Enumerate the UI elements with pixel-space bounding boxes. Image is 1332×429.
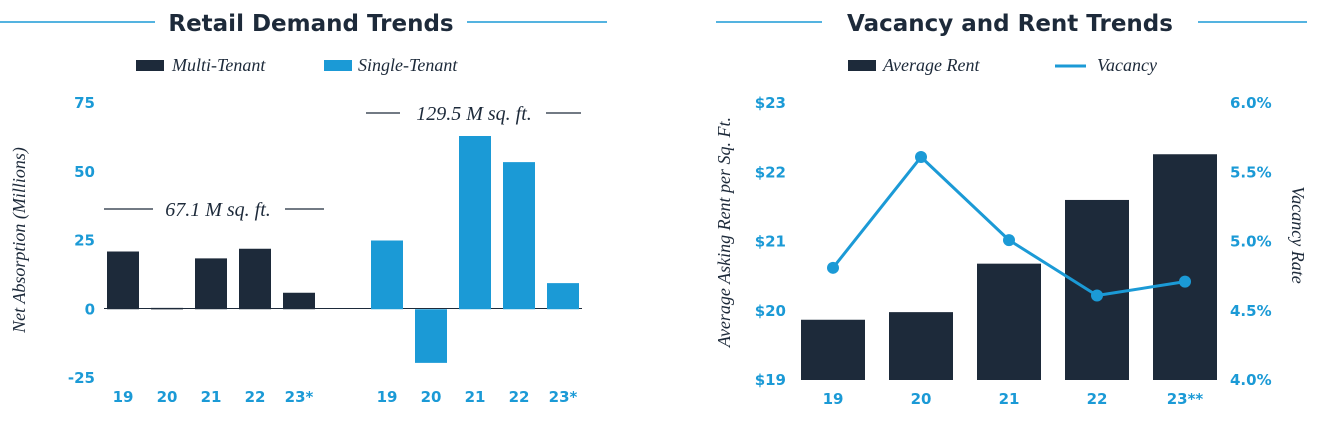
y-tick: 4.5% — [1230, 302, 1272, 320]
bar-multi-tenant-19 — [107, 251, 139, 310]
vacancy-point-23 — [1179, 275, 1191, 288]
y-tick: $21 — [755, 233, 786, 251]
bar-single-tenant-23 — [547, 283, 579, 310]
legend-swatch-single-tenant — [324, 60, 352, 71]
vacancy-point-20 — [915, 151, 927, 164]
y-tick: $22 — [755, 163, 786, 181]
bar-multi-tenant-23 — [283, 292, 315, 310]
x-tick: 22 — [1087, 390, 1108, 408]
vacancy-line — [827, 151, 1191, 302]
bars — [107, 136, 579, 363]
vacancy-point-21 — [1003, 234, 1015, 247]
bar-single-tenant-21 — [459, 136, 491, 310]
bar-average-rent-20 — [889, 312, 953, 380]
x-tick: 21 — [999, 390, 1020, 408]
bar-average-rent-19 — [801, 319, 865, 380]
bar-average-rent-23 — [1153, 154, 1217, 380]
x-tick: 19 — [377, 388, 398, 406]
chart-title: Vacancy and Rent Trends — [847, 11, 1173, 37]
y-tick: 6.0% — [1230, 94, 1272, 112]
x-tick: 23* — [549, 388, 578, 406]
x-tick: 19 — [823, 390, 844, 408]
legend-label-single-tenant: Single-Tenant — [358, 55, 458, 75]
y-tick: 5.5% — [1230, 163, 1272, 181]
y-tick: $20 — [755, 302, 786, 320]
y-tick: $23 — [755, 94, 786, 112]
y-axis-label-right: Vacancy Rate — [1288, 186, 1308, 283]
bar-multi-tenant-22 — [239, 248, 271, 310]
legend-swatch-multi-tenant — [136, 60, 164, 71]
legend-label-multi-tenant: Multi-Tenant — [171, 55, 266, 75]
x-tick: 22 — [245, 388, 266, 406]
legend-label-vacancy: Vacancy — [1097, 55, 1157, 75]
x-tick: 22 — [509, 388, 530, 406]
bar-multi-tenant-20 — [151, 307, 183, 310]
x-tick: 20 — [157, 388, 178, 406]
x-tick: 23* — [285, 388, 314, 406]
x-tick: 20 — [911, 390, 932, 408]
chart-retail-demand: Retail Demand Trends Multi-Tenant Single… — [0, 11, 607, 406]
x-axis-ticks: 19 20 21 22 23* 19 20 21 22 23* — [113, 388, 578, 406]
y-tick: 0 — [85, 300, 95, 318]
x-axis-ticks: 19 20 21 22 23** — [823, 390, 1204, 408]
x-tick: 21 — [465, 388, 486, 406]
y-tick: 5.0% — [1230, 233, 1272, 251]
x-tick: 20 — [421, 388, 442, 406]
legend-label-average-rent: Average Rent — [882, 55, 980, 75]
x-tick: 19 — [113, 388, 134, 406]
y-axis-label-left: Average Asking Rent per Sq. Ft. — [714, 117, 734, 348]
y-tick: -25 — [68, 369, 95, 387]
annotation-multi-tenant-total: 67.1 M sq. ft. — [165, 199, 271, 221]
bar-single-tenant-19 — [371, 240, 403, 310]
vacancy-point-22 — [1091, 289, 1103, 302]
annotation-single-tenant-total: 129.5 M sq. ft. — [416, 103, 532, 125]
y-tick: $19 — [755, 371, 786, 389]
bar-single-tenant-20 — [415, 309, 447, 363]
y-tick: 50 — [74, 163, 95, 181]
bar-single-tenant-22 — [503, 162, 535, 310]
legend-swatch-average-rent — [848, 60, 876, 71]
y-axis-ticks-left: $23 $22 $21 $20 $19 — [755, 94, 786, 389]
y-axis-ticks-right: 6.0% 5.5% 5.0% 4.5% 4.0% — [1230, 94, 1272, 389]
y-axis-ticks: 75 50 25 0 -25 — [68, 94, 95, 387]
y-axis-label: Net Absorption (Millions) — [9, 147, 30, 334]
y-tick: 25 — [74, 232, 95, 250]
bars — [801, 154, 1217, 380]
chart-vacancy-rent: Vacancy and Rent Trends Average Rent Vac… — [714, 11, 1308, 408]
chart-title: Retail Demand Trends — [168, 11, 453, 37]
bar-average-rent-21 — [977, 263, 1041, 380]
vacancy-point-19 — [827, 261, 839, 274]
bar-multi-tenant-21 — [195, 258, 227, 310]
y-tick: 75 — [74, 94, 95, 112]
x-tick: 23** — [1167, 390, 1204, 408]
x-tick: 21 — [201, 388, 222, 406]
y-tick: 4.0% — [1230, 371, 1272, 389]
